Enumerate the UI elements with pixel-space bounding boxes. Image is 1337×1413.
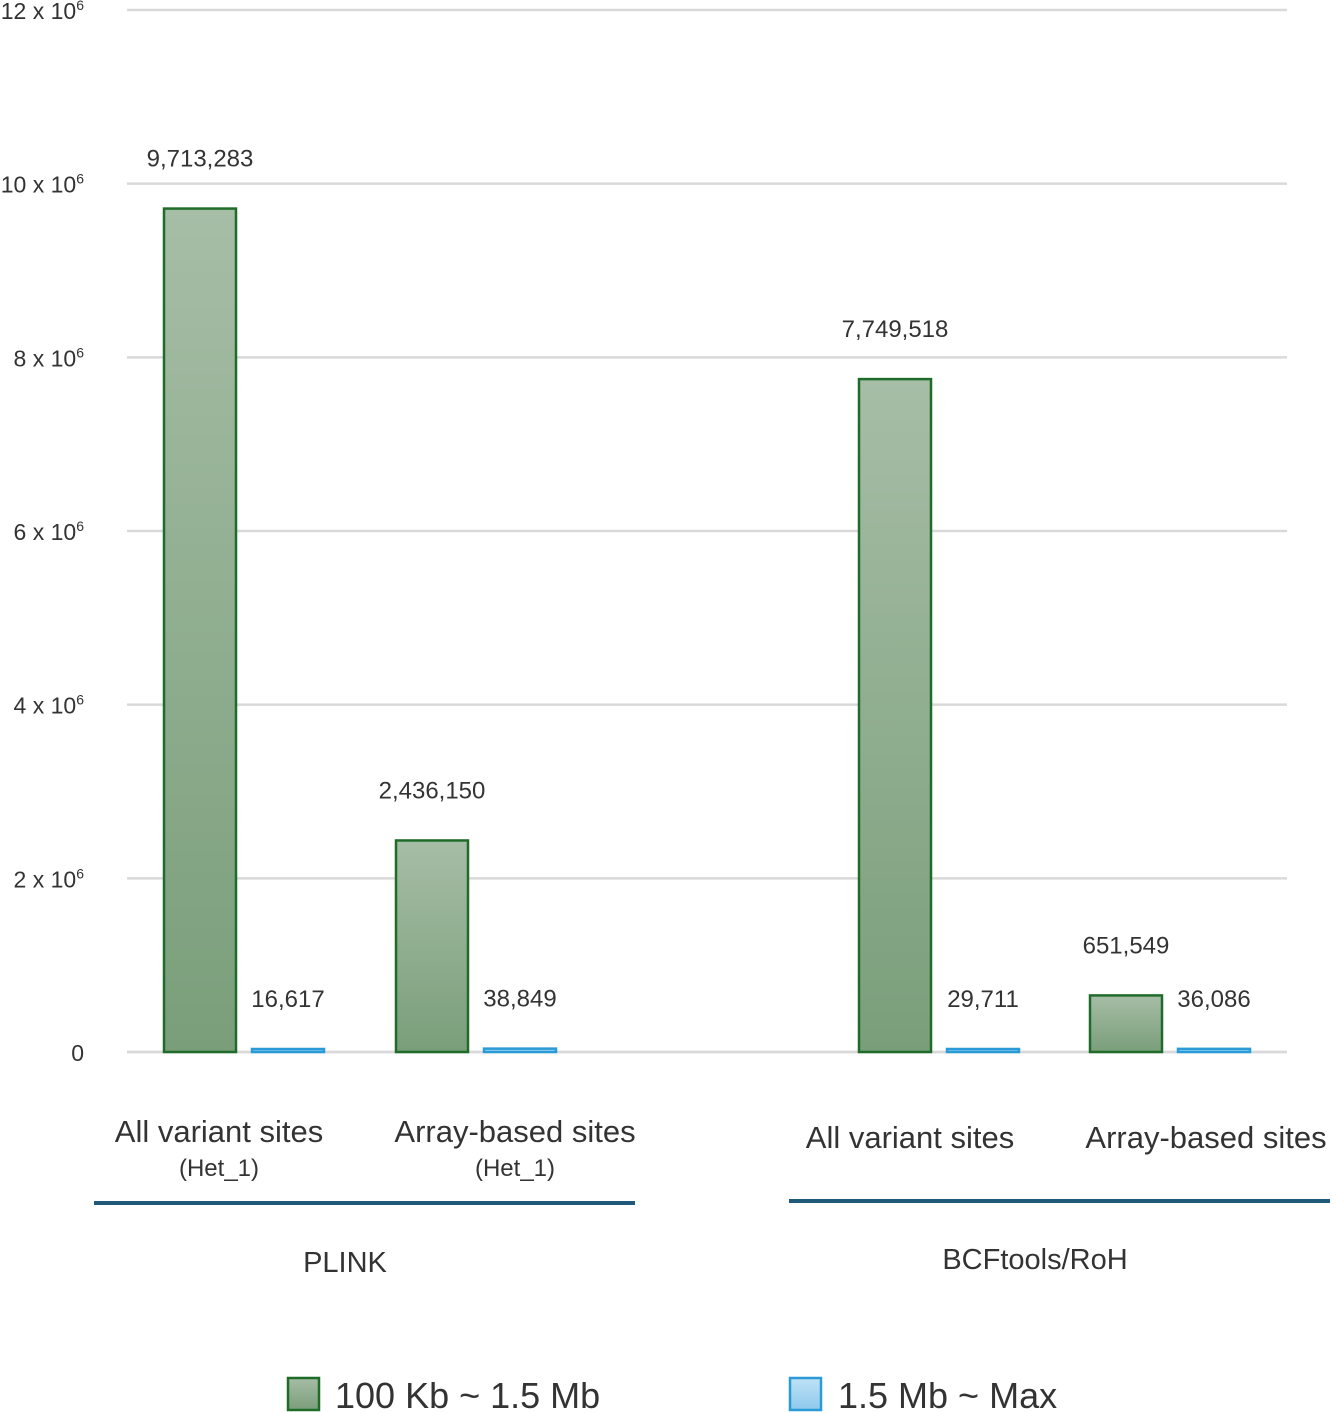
data-labels: 9,713,283 2,436,150 7,749,518 651,549 16,617… [147, 146, 1251, 1013]
bar [394, 839, 470, 1054]
y-tick-label: 10 x 106 [1, 171, 84, 198]
y-tick-label: 2 x 106 [14, 865, 85, 892]
y-tick-label: 8 x 106 [14, 344, 85, 371]
y-axis: 0 2 x 106 4 x 106 6 x 106 8 x 106 10 x 106 12 … [1, 0, 84, 1066]
y-tick-label: 12 x 106 [1, 0, 84, 24]
y-tick-label: 0 [71, 1040, 84, 1066]
bar [162, 207, 238, 1054]
category-label: All variant sites [115, 1114, 323, 1149]
group-labels: PLINK BCFtools/RoH [94, 1199, 1330, 1279]
legend-swatch [286, 1376, 321, 1412]
y-tick-label: 6 x 106 [14, 518, 85, 545]
group-label: BCFtools/RoH [942, 1244, 1127, 1276]
category-label: Array-based sites [1085, 1120, 1326, 1155]
bar [250, 1047, 326, 1054]
bar [1176, 1047, 1252, 1054]
category-label: All variant sites [806, 1120, 1014, 1155]
data-label: 16,617 [251, 986, 324, 1013]
data-label: 38,849 [483, 986, 556, 1013]
legend: 100 Kb ~ 1.5 Mb 1.5 Mb ~ Max [286, 1375, 1057, 1413]
y-tick-label: 4 x 106 [14, 692, 85, 719]
data-label: 7,749,518 [842, 316, 949, 343]
data-label: 9,713,283 [147, 146, 254, 173]
bars [162, 207, 1252, 1054]
bar [482, 1047, 558, 1054]
gridlines [127, 8, 1287, 1054]
legend-swatch [788, 1376, 823, 1412]
data-label: 651,549 [1083, 932, 1170, 959]
data-label: 29,711 [947, 986, 1019, 1013]
bar [857, 377, 933, 1054]
category-label: Array-based sites [394, 1114, 635, 1149]
data-label: 36,086 [1177, 986, 1250, 1013]
x-axis: All variant sites (Het_1) Array-based site… [115, 1114, 1327, 1182]
bar [1088, 994, 1164, 1054]
data-label: 2,436,150 [379, 777, 486, 804]
bar [945, 1047, 1021, 1054]
legend-label: 1.5 Mb ~ Max [838, 1375, 1057, 1413]
legend-label: 100 Kb ~ 1.5 Mb [335, 1375, 600, 1413]
group-label: PLINK [303, 1247, 387, 1279]
category-sublabel: (Het_1) [179, 1155, 259, 1182]
category-sublabel: (Het_1) [475, 1155, 555, 1182]
